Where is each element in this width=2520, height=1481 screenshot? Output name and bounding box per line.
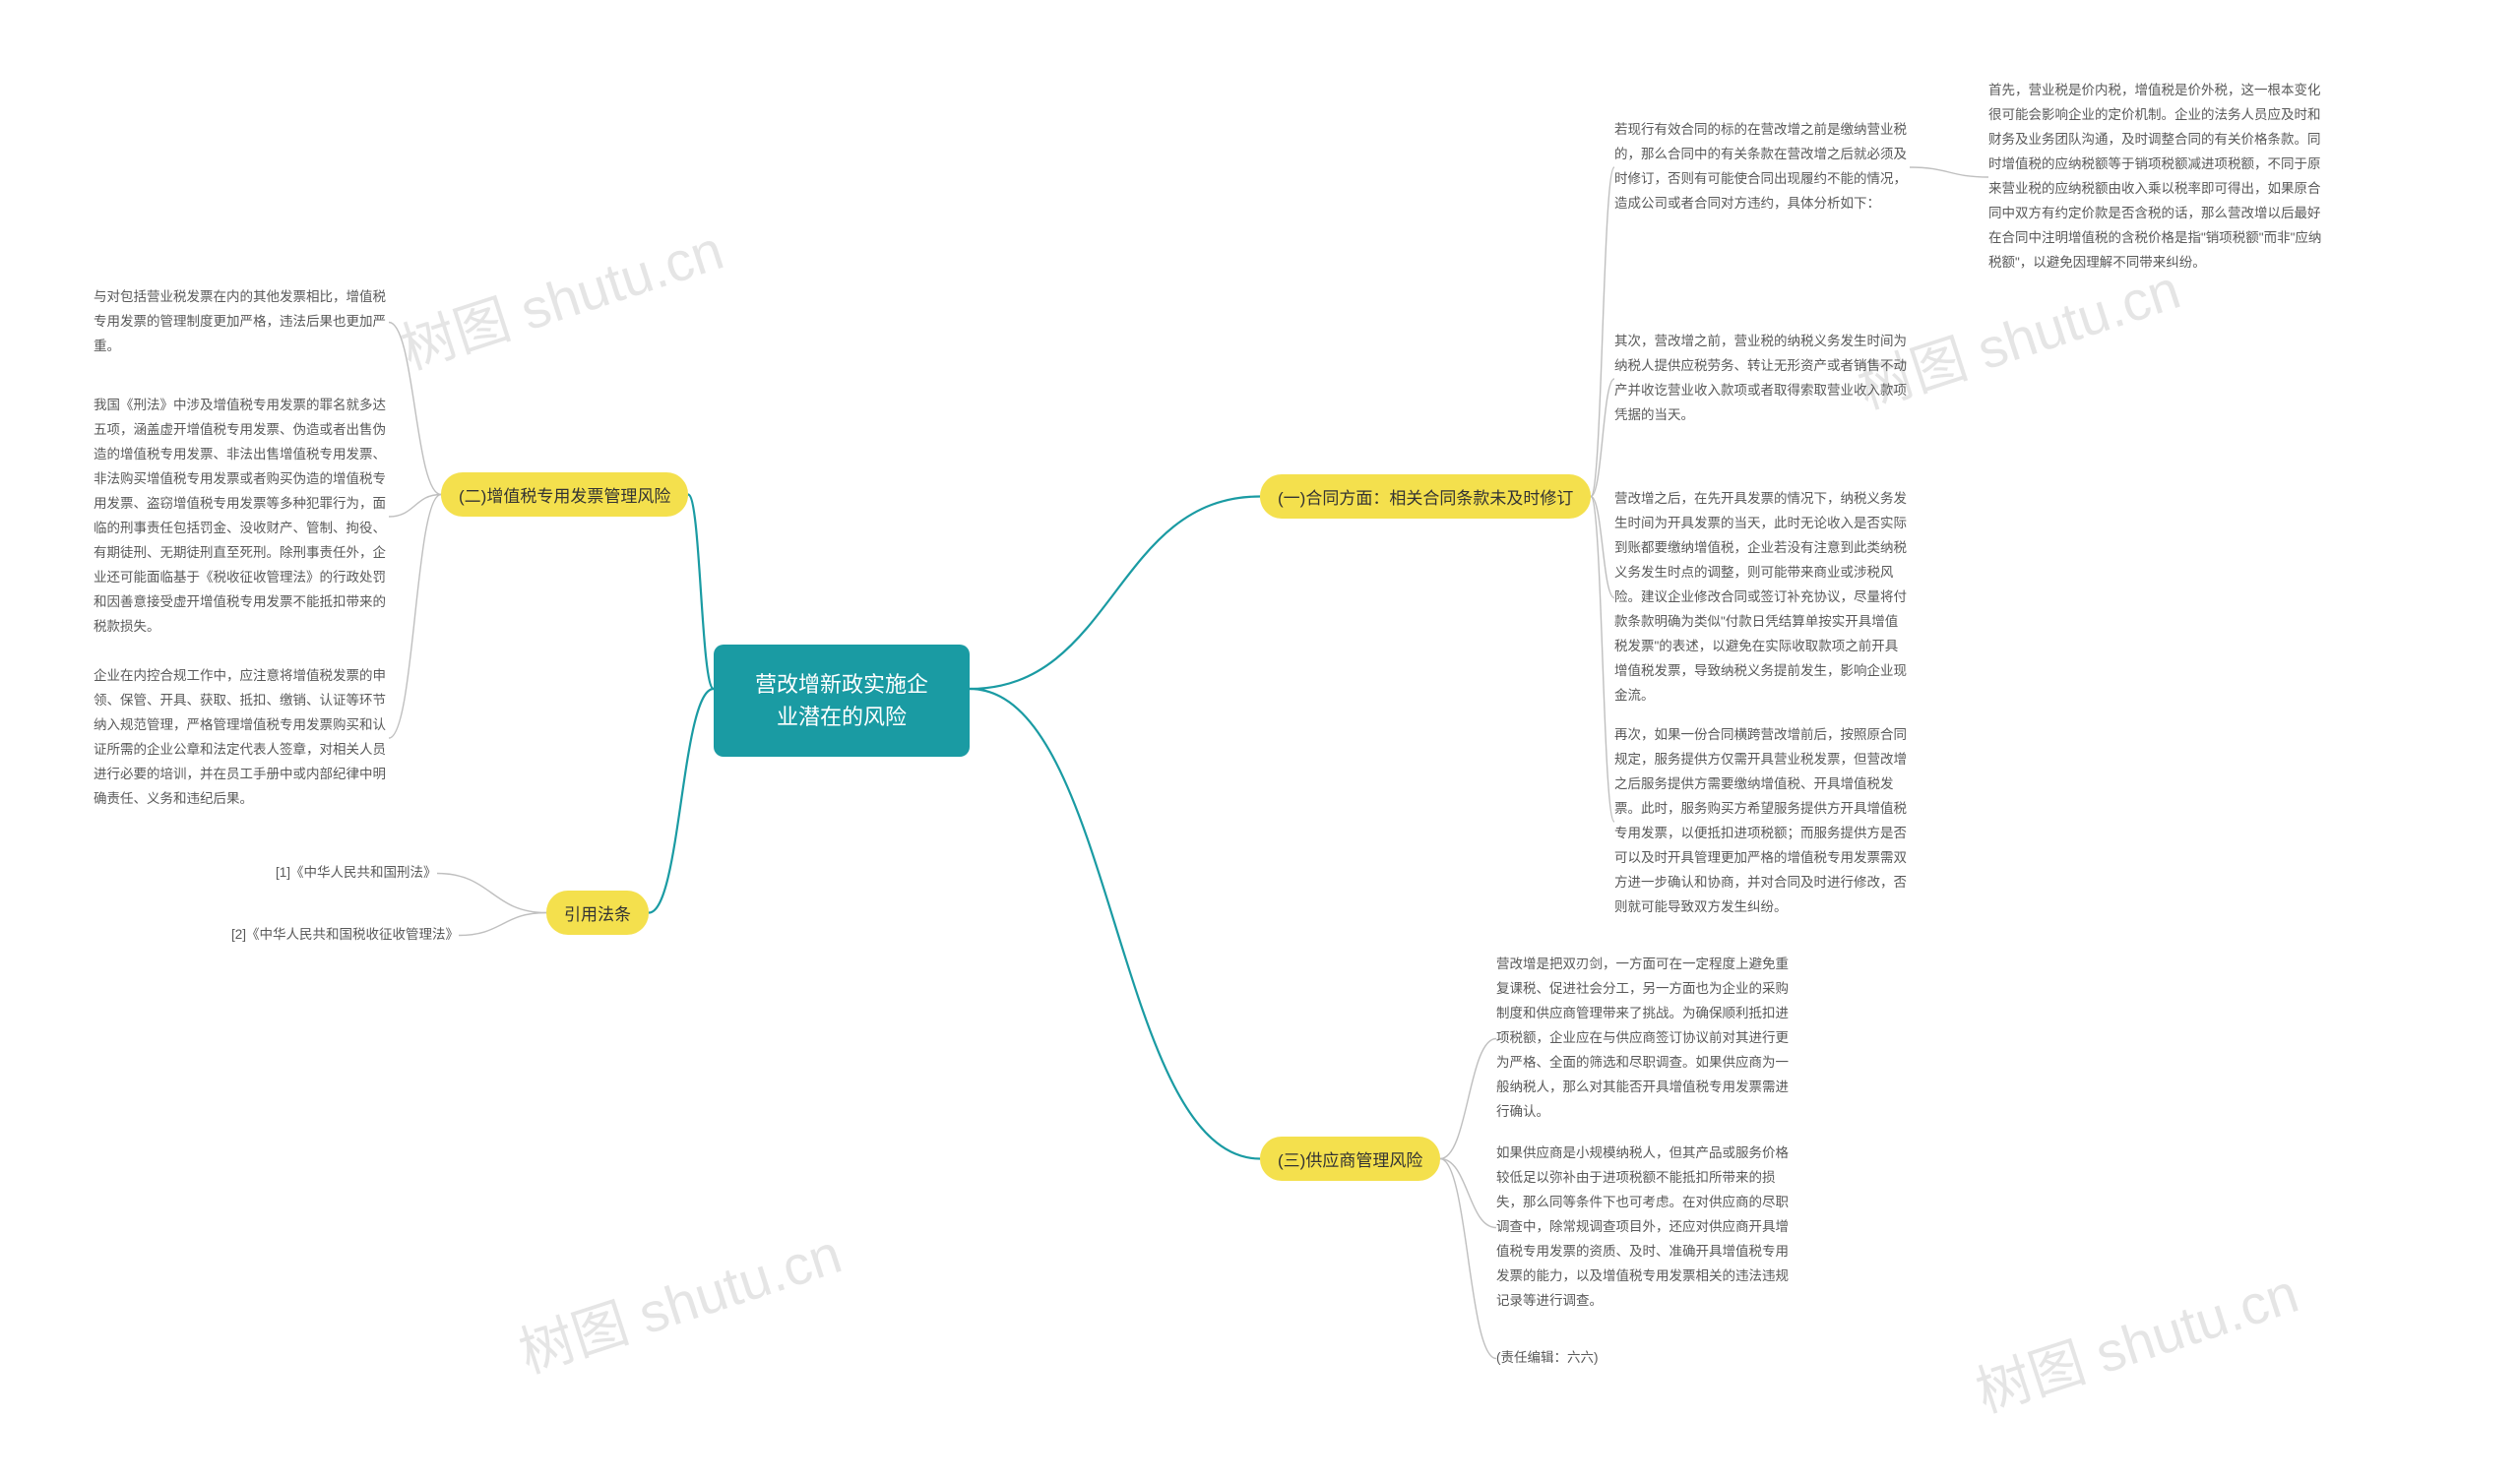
branch-node: 引用法条 xyxy=(546,891,649,935)
leaf-node: (责任编辑：六六) xyxy=(1496,1346,1599,1371)
leaf-node: 营改增之后，在先开具发票的情况下，纳税义务发生时间为开具发票的当天，此时无论收入… xyxy=(1614,487,1910,709)
leaf-node: 再次，如果一份合同横跨营改增前后，按照原合同规定，服务提供方仅需开具营业税发票，… xyxy=(1614,723,1910,920)
leaf-node: 企业在内控合规工作中，应注意将增值税发票的申领、保管、开具、获取、抵扣、缴销、认… xyxy=(94,664,389,812)
leaf-node: 我国《刑法》中涉及增值税专用发票的罪名就多达五项，涵盖虚开增值税专用发票、伪造或… xyxy=(94,394,389,640)
branch-node: (二)增值税专用发票管理风险 xyxy=(441,472,688,517)
leaf-node: [1]《中华人民共和国刑法》 xyxy=(276,861,437,886)
leaf-node: 其次，营改增之前，营业税的纳税义务发生时间为纳税人提供应税劳务、转让无形资产或者… xyxy=(1614,330,1910,428)
leaf-node: [2]《中华人民共和国税收征收管理法》 xyxy=(231,923,459,948)
center-title: 营改增新政实施企业潜在的风险 xyxy=(755,672,928,729)
center-node: 营改增新政实施企业潜在的风险 xyxy=(714,645,970,757)
leaf-node: 首先，营业税是价内税，增值税是价外税，这一根本变化很可能会影响企业的定价机制。企… xyxy=(1988,79,2323,276)
branch-node: (三)供应商管理风险 xyxy=(1260,1137,1440,1181)
branch-node: (一)合同方面：相关合同条款未及时修订 xyxy=(1260,474,1591,519)
leaf-node: 如果供应商是小规模纳税人，但其产品或服务价格较低足以弥补由于进项税额不能抵扣所带… xyxy=(1496,1142,1792,1314)
leaf-node: 营改增是把双刃剑，一方面可在一定程度上避免重复课税、促进社会分工，另一方面也为企… xyxy=(1496,953,1792,1125)
leaf-node: 与对包括营业税发票在内的其他发票相比，增值税专用发票的管理制度更加严格，违法后果… xyxy=(94,285,389,359)
leaf-node: 若现行有效合同的标的在营改增之前是缴纳营业税的，那么合同中的有关条款在营改增之后… xyxy=(1614,118,1910,216)
